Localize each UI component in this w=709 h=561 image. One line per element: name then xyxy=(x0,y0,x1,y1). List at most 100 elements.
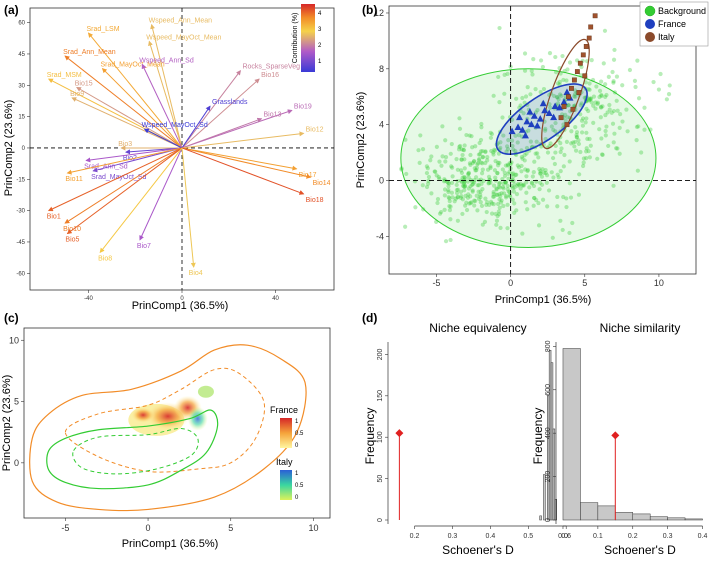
background-point xyxy=(574,135,579,140)
legend-title-france: France xyxy=(270,405,298,415)
equivalency-ytick-label: 150 xyxy=(377,390,384,402)
background-point xyxy=(524,145,530,151)
vector-label-bio8: Bio8 xyxy=(98,255,112,262)
background-point xyxy=(461,148,467,153)
background-point xyxy=(520,231,525,236)
background-point xyxy=(463,183,468,188)
background-point xyxy=(470,182,475,188)
background-point xyxy=(488,135,493,140)
background-point xyxy=(495,201,501,207)
background-point xyxy=(494,187,499,192)
panel-a-ytick-label: 15 xyxy=(18,115,25,121)
vector-label-srad-mayoct-mean: Srad_MayOct_Mean xyxy=(100,62,164,69)
background-point xyxy=(495,213,500,219)
background-point xyxy=(420,147,426,152)
background-point xyxy=(561,194,566,200)
background-point xyxy=(538,180,543,185)
background-point xyxy=(450,174,455,179)
background-point xyxy=(443,159,448,164)
similarity-ytick-label: 600 xyxy=(545,384,552,396)
vector-bio5 xyxy=(66,147,183,235)
vector-wspeed-ann-mean xyxy=(150,23,183,149)
background-point xyxy=(478,195,483,200)
background-point xyxy=(426,178,431,183)
background-point xyxy=(500,167,505,172)
contour-italy-total xyxy=(46,409,219,490)
background-point xyxy=(541,170,547,175)
background-point xyxy=(491,194,497,199)
background-point xyxy=(581,160,586,165)
background-point xyxy=(520,156,525,161)
background-point xyxy=(617,151,622,156)
background-point xyxy=(442,187,448,192)
background-point xyxy=(511,189,517,194)
background-point xyxy=(501,203,506,209)
background-point xyxy=(530,72,535,77)
background-point xyxy=(525,85,530,90)
background-point xyxy=(460,175,465,180)
background-point xyxy=(473,175,479,180)
vector-label-srad-lsm: Srad_LSM xyxy=(86,26,119,33)
background-point xyxy=(455,187,461,192)
background-point xyxy=(473,144,478,149)
background-point xyxy=(464,200,469,205)
background-point xyxy=(477,156,482,162)
background-point xyxy=(552,161,557,167)
background-point xyxy=(499,198,504,203)
background-point xyxy=(586,87,591,92)
background-point xyxy=(540,64,545,70)
background-point xyxy=(597,94,602,100)
background-point xyxy=(584,116,589,121)
background-point xyxy=(573,139,578,145)
panel-b-xlabel: PrinComp1 (36.5%) xyxy=(495,294,592,306)
background-point xyxy=(488,165,493,171)
france-point xyxy=(530,112,538,119)
background-point xyxy=(599,93,604,99)
background-point xyxy=(620,119,625,124)
background-point xyxy=(502,91,507,96)
background-point xyxy=(472,203,477,208)
background-point xyxy=(524,174,529,179)
background-point xyxy=(624,107,629,112)
background-point xyxy=(523,167,528,172)
background-point xyxy=(531,183,537,189)
background-point xyxy=(496,209,501,214)
background-point xyxy=(612,131,617,136)
background-point xyxy=(497,181,502,186)
background-point xyxy=(461,184,467,189)
background-point xyxy=(548,105,553,110)
background-point xyxy=(540,167,545,172)
background-point xyxy=(475,161,481,166)
background-point xyxy=(505,163,510,168)
background-point xyxy=(446,195,451,200)
background-point xyxy=(506,138,511,143)
background-point xyxy=(506,189,511,194)
background-point xyxy=(529,180,534,185)
background-point xyxy=(479,181,484,186)
background-point xyxy=(483,149,488,155)
background-point xyxy=(500,115,505,120)
background-point xyxy=(491,201,496,207)
background-point xyxy=(505,187,510,192)
background-point xyxy=(462,174,467,180)
background-point xyxy=(591,94,597,99)
background-point xyxy=(461,181,466,186)
background-point xyxy=(627,67,633,73)
background-point xyxy=(472,158,477,164)
background-point xyxy=(508,162,513,167)
background-point xyxy=(501,186,506,191)
italy-point xyxy=(566,94,571,100)
background-point xyxy=(506,176,511,181)
background-point xyxy=(429,154,434,159)
similarity-xlabel: Schoener's D xyxy=(604,543,676,557)
vector-bio11 xyxy=(66,147,183,175)
background-point xyxy=(511,178,516,184)
background-point xyxy=(549,124,554,129)
background-point xyxy=(459,157,464,162)
background-point xyxy=(514,192,520,197)
background-point xyxy=(479,171,485,176)
background-point xyxy=(569,129,574,134)
vector-bio18 xyxy=(181,147,305,195)
vector-label-bio16: Bio16 xyxy=(261,72,279,79)
background-point xyxy=(440,154,445,159)
